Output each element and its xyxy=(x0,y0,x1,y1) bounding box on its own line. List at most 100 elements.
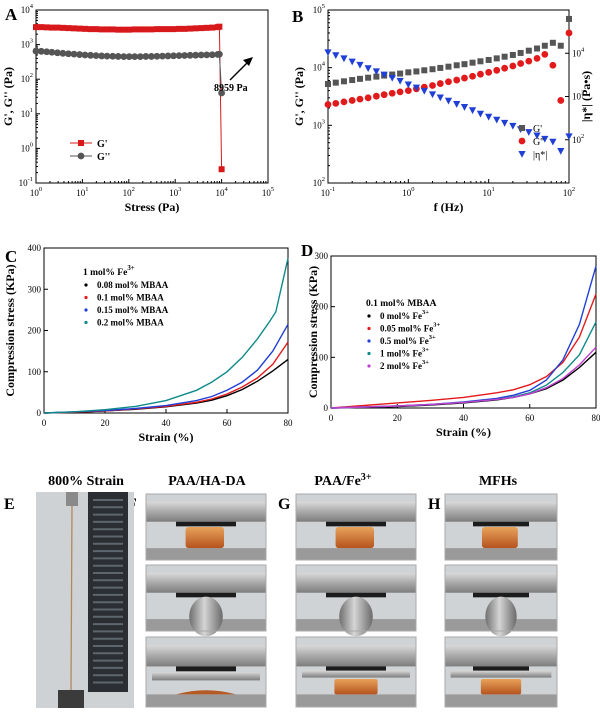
data-point xyxy=(164,26,171,33)
steel-roller xyxy=(485,596,517,637)
hydrogel-sample xyxy=(185,527,224,549)
data-point xyxy=(115,26,122,33)
upper-plate xyxy=(296,501,416,522)
data-point xyxy=(533,54,541,62)
data-point xyxy=(557,97,565,104)
x-tick-label: 60 xyxy=(223,418,233,428)
data-point xyxy=(120,53,128,60)
y-tick-label: 102 xyxy=(21,72,33,84)
upper-platen xyxy=(326,592,386,598)
data-point xyxy=(332,100,340,107)
data-point xyxy=(70,50,78,58)
annotation-label: 8959 Pa xyxy=(214,83,248,94)
data-point xyxy=(209,24,216,31)
data-point xyxy=(509,122,517,130)
data-point xyxy=(525,129,533,136)
plot-frame xyxy=(330,255,597,409)
chart-D: D 0 20 40 60 80 0 100 200 300 Strain (%) Compressio… xyxy=(301,241,600,439)
photo-title-E: 800% Strain xyxy=(48,474,124,489)
upper-plate xyxy=(296,572,416,593)
data-point xyxy=(429,66,436,73)
panel-label: A xyxy=(5,5,18,24)
photo-tensile-test xyxy=(36,492,134,708)
data-point xyxy=(332,52,340,60)
x-tick-label: 102 xyxy=(123,186,135,198)
data-point xyxy=(142,26,149,33)
data-point xyxy=(142,53,150,60)
data-point xyxy=(181,25,188,32)
y-tick-label: 200 xyxy=(315,302,329,312)
data-point xyxy=(159,52,166,60)
photo-border xyxy=(295,636,417,708)
y-tick-label: 100 xyxy=(28,367,42,377)
data-point xyxy=(549,61,557,69)
data-point xyxy=(324,101,332,108)
data-point xyxy=(48,48,56,56)
series-2 xyxy=(324,29,573,108)
pressed-plate xyxy=(302,670,410,678)
legend-marker xyxy=(367,326,371,331)
series-4 xyxy=(43,258,289,414)
data-point xyxy=(365,74,372,81)
legend-label: 1 mol% Fe3+ xyxy=(380,347,429,359)
photo-F-after xyxy=(145,636,267,708)
legend-label: 0 mol% Fe3+ xyxy=(380,309,429,321)
upper-plate xyxy=(146,645,266,667)
recovered-hydrogel xyxy=(480,679,522,695)
data-point xyxy=(469,59,476,66)
data-point xyxy=(159,26,166,33)
data-point xyxy=(33,24,39,31)
panel-label: B xyxy=(292,7,303,26)
x-tick-label: 40 xyxy=(162,418,172,428)
panel-label: C xyxy=(5,247,17,266)
series-line xyxy=(330,346,597,409)
x-tick-label: 101 xyxy=(483,186,495,198)
x-tick-label: 103 xyxy=(169,186,181,198)
data-point xyxy=(32,47,40,55)
upper-clamp xyxy=(66,492,78,506)
legend-label: G'' xyxy=(97,152,111,163)
series-2 xyxy=(32,47,226,97)
legend-marker xyxy=(367,339,371,343)
photo-G-roller xyxy=(295,564,417,637)
data-point xyxy=(565,133,573,141)
legend-label: G' xyxy=(97,139,108,150)
lower-plate xyxy=(296,548,416,560)
legend-marker xyxy=(367,351,371,356)
data-point xyxy=(420,87,428,95)
photo-H-roller xyxy=(444,564,558,637)
x-tick-label: 40 xyxy=(459,413,469,423)
data-point xyxy=(109,52,117,60)
photo-border xyxy=(145,636,267,708)
x-axis-label: f (Hz) xyxy=(434,200,464,214)
legend-title: 1 mol% Fe3+ xyxy=(83,265,135,278)
data-point xyxy=(533,132,541,140)
data-point xyxy=(485,68,493,76)
legend-label: 2 mol% Fe3+ xyxy=(380,359,429,371)
lower-plate xyxy=(146,548,266,560)
photo-border xyxy=(444,636,558,708)
photo-panel-label: H xyxy=(428,496,441,513)
series-line xyxy=(43,323,289,414)
y-tick-label: 101 xyxy=(21,107,33,119)
data-point xyxy=(388,74,396,82)
upper-plate xyxy=(445,645,557,667)
data-point xyxy=(192,25,199,32)
photo-title-H: MFHs xyxy=(479,474,518,489)
lower-plate xyxy=(445,694,557,707)
series-1 xyxy=(330,351,597,409)
photo-border xyxy=(295,493,417,561)
data-point xyxy=(364,94,372,102)
series-3 xyxy=(330,265,597,409)
data-point xyxy=(373,73,380,80)
upper-platen xyxy=(176,521,236,527)
x-tick-label: 102 xyxy=(563,186,575,198)
photo-border xyxy=(145,493,267,561)
data-point xyxy=(126,26,133,33)
data-point xyxy=(170,26,177,33)
data-point xyxy=(525,47,532,54)
series-4 xyxy=(330,321,597,409)
y-tick-label: 103 xyxy=(313,118,325,130)
